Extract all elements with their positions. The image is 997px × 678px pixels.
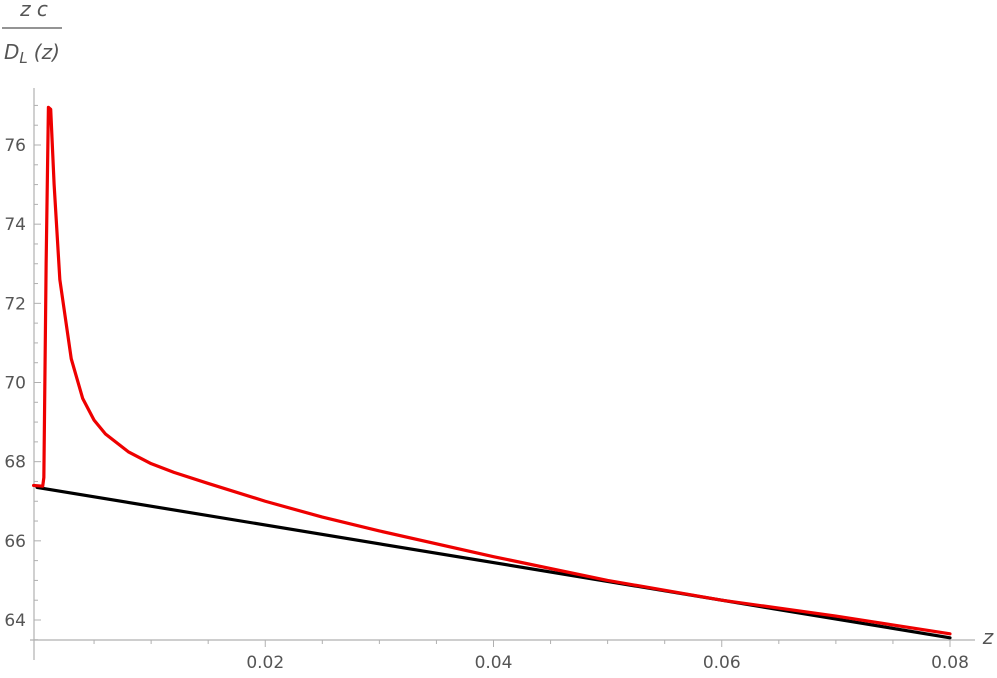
y-tick-label: 70 xyxy=(4,374,26,394)
x-axis-label: z xyxy=(982,625,994,649)
x-tick-label: 0.02 xyxy=(246,653,284,673)
axis-tick-labels: 0.02 0.04 0.06 0.08 64 66 68 70 72 74 76 xyxy=(4,136,969,673)
y-axis-label-subscript: L xyxy=(19,49,27,67)
x-tick-label: 0.06 xyxy=(703,653,741,673)
series-line-black xyxy=(35,485,952,640)
y-axis-label-argument: (z) xyxy=(34,40,60,64)
series-line-red xyxy=(31,105,952,636)
y-axis-label-numerator: z c xyxy=(19,0,48,21)
y-axis-label-denominator: DL (z) xyxy=(4,40,60,67)
y-tick-label: 66 xyxy=(4,532,26,552)
series-group xyxy=(31,105,952,640)
y-tick-label: 76 xyxy=(4,136,26,156)
x-tick-label: 0.04 xyxy=(475,653,513,673)
y-tick-label: 74 xyxy=(4,215,26,235)
y-tick-label: 72 xyxy=(4,294,26,314)
y-tick-label: 64 xyxy=(4,611,26,631)
axis-ticks xyxy=(34,104,951,647)
y-axis-label-D: D xyxy=(4,40,19,64)
y-tick-label: 68 xyxy=(4,453,26,473)
x-tick-label: 0.08 xyxy=(931,653,969,673)
